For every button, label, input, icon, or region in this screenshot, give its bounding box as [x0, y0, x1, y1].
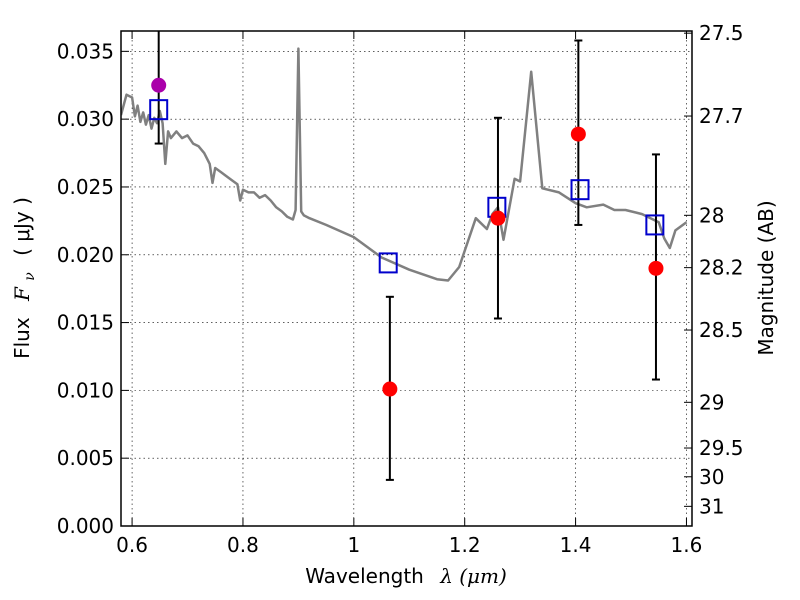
- y-axis-label-text: Flux: [10, 317, 34, 359]
- observed-point: [490, 210, 506, 226]
- y-tick-label: 0.010: [57, 378, 114, 402]
- data-layer: [121, 47, 688, 282]
- mag-tick-label: 27.7: [699, 104, 744, 128]
- mag-tick-label: 29: [699, 390, 724, 414]
- model-point: [570, 179, 590, 201]
- y-axis-label-unit: ( μJy ): [10, 197, 34, 256]
- x-tick-label: 0.8: [227, 533, 259, 557]
- observed-point: [648, 260, 664, 276]
- model-point: [378, 252, 398, 274]
- spectrum-line: [121, 47, 688, 282]
- observed-point: [382, 381, 398, 397]
- model-point: [149, 99, 169, 121]
- mag-tick-label: 27.5: [699, 21, 744, 45]
- errorbar-layer: [149, 31, 665, 481]
- x-axis-label: Wavelength λ (μm): [305, 564, 507, 588]
- x-axis-label-math: λ (μm): [439, 564, 507, 588]
- x-tick-label: 0.6: [116, 533, 148, 557]
- x-tick-label: 1: [347, 533, 360, 557]
- x-tick-label: 1.4: [560, 533, 592, 557]
- x-axis-label-text: Wavelength: [305, 564, 424, 588]
- y-tick-label: 0.005: [57, 446, 114, 470]
- mag-tick-label: 28: [699, 203, 724, 227]
- model-point: [645, 214, 665, 236]
- y-tick-label: 0.000: [57, 514, 114, 538]
- y-tick-label: 0.020: [57, 243, 114, 267]
- tick-layer: 0.6 0.8 1 1.2 1.4 1.6 0.000 0.005 0.010 0.015 0.02…: [57, 21, 744, 557]
- mag-tick-label: 28.5: [699, 318, 744, 342]
- mag-tick-label: 31: [699, 494, 724, 518]
- highlight-point: [151, 77, 167, 93]
- x-tick-label: 1.2: [449, 533, 481, 557]
- y-tick-label: 0.035: [57, 39, 114, 63]
- plot-background: [121, 31, 692, 526]
- y2-axis-label: Magnitude (AB): [754, 200, 778, 355]
- plot-frame: [120, 30, 693, 527]
- y-axis-label-subscript: ν: [22, 272, 38, 281]
- y-axis-label-symbol: F: [10, 286, 34, 302]
- observed-point: [570, 126, 586, 142]
- x-tick-label: 1.6: [671, 533, 703, 557]
- mag-tick-label: 29.5: [699, 436, 744, 460]
- mag-tick-label: 30: [699, 465, 724, 489]
- y-tick-label: 0.030: [57, 107, 114, 131]
- mag-tick-label: 28.2: [699, 256, 744, 280]
- y-tick-label: 0.015: [57, 311, 114, 335]
- y-tick-label: 0.025: [57, 175, 114, 199]
- y-axis-label: Flux F ν ( μJy ): [10, 197, 39, 359]
